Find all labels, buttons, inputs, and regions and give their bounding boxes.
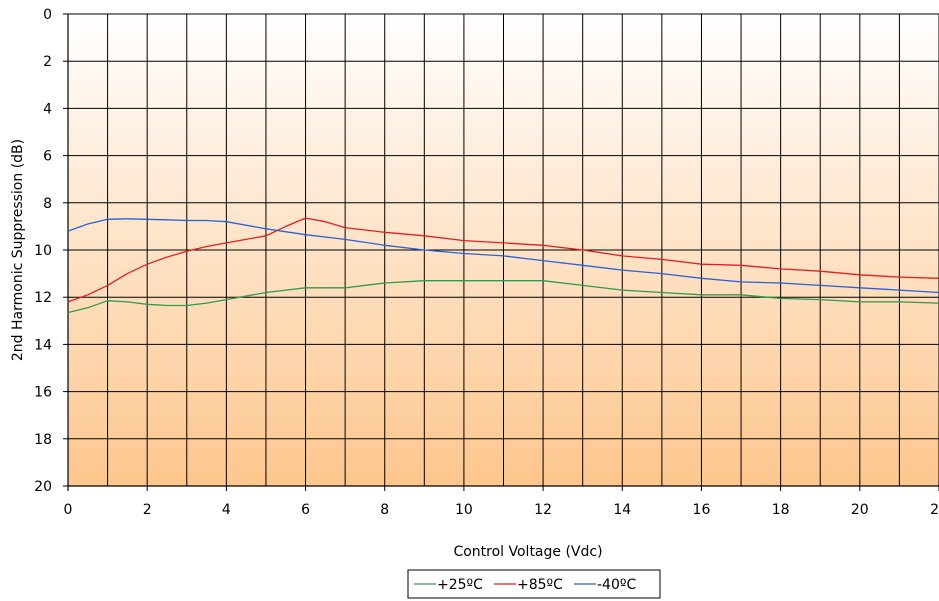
series-line-2	[67, 218, 939, 294]
legend-label-2: -40ºC	[597, 577, 636, 593]
x-tick-label: 4	[222, 502, 231, 518]
y-axis-ticks: 0 2 4 6 8 10 12 14 16 18 20	[34, 7, 68, 495]
x-axis-title: Control Voltage (Vdc)	[453, 544, 602, 560]
x-tick-label: 10	[455, 502, 473, 518]
x-tick-label: 6	[301, 502, 310, 518]
y-tick-label: 12	[34, 290, 52, 306]
x-tick-label: 2	[143, 502, 152, 518]
x-axis-ticks: 0 2 4 6 8 10 12 14 16 18 20 22	[64, 486, 939, 518]
series-line-1	[67, 217, 939, 303]
x-tick-label: 8	[380, 502, 389, 518]
legend: +25ºC +85ºC -40ºC	[407, 569, 661, 599]
y-tick-label: 0	[43, 7, 52, 23]
y-tick-label: 4	[43, 101, 52, 117]
grid-lines	[68, 13, 939, 486]
y-tick-label: 20	[34, 479, 52, 495]
legend-label-1: +85ºC	[517, 577, 563, 593]
y-tick-label: 14	[34, 337, 52, 353]
legend-label-0: +25ºC	[437, 577, 483, 593]
y-tick-label: 18	[34, 432, 52, 448]
x-tick-label: 18	[772, 502, 790, 518]
x-tick-label: 0	[64, 502, 73, 518]
x-tick-label: 12	[534, 502, 552, 518]
y-tick-label: 10	[34, 243, 52, 259]
x-tick-label: 16	[693, 502, 711, 518]
legend-box	[407, 569, 661, 599]
y-tick-label: 2	[43, 54, 52, 70]
y-tick-label: 8	[43, 196, 52, 212]
series-lines	[67, 217, 939, 314]
y-tick-label: 16	[34, 385, 52, 401]
x-tick-label: 22	[930, 502, 939, 518]
y-tick-label: 6	[43, 149, 52, 165]
y-axis-title: 2nd Harmonic Suppression (dB)	[10, 139, 26, 361]
axes	[67, 14, 939, 491]
series-line-0	[67, 280, 939, 314]
x-tick-label: 14	[613, 502, 631, 518]
x-tick-label: 20	[851, 502, 869, 518]
